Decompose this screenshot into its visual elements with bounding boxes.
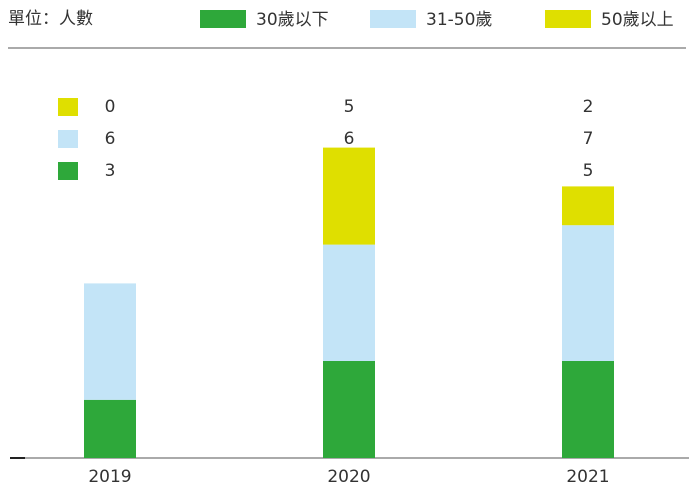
- legend-swatch: [200, 10, 246, 28]
- label-swatch: [58, 98, 78, 116]
- bar-segment: [562, 225, 614, 361]
- x-tick-label: 2020: [327, 467, 370, 487]
- legend-label: 30歲以下: [256, 10, 329, 30]
- legend-swatch: [370, 10, 416, 28]
- legend-swatch: [545, 10, 591, 28]
- data-label: 2: [583, 97, 594, 117]
- bar-segment: [84, 399, 136, 458]
- bar-segment: [84, 283, 136, 400]
- bar-segment: [323, 147, 375, 245]
- bar-segment: [562, 186, 614, 226]
- unit-label: 單位：人數: [8, 9, 93, 29]
- bar-segment: [323, 361, 375, 458]
- label-swatch: [58, 130, 78, 148]
- label-swatch: [58, 162, 78, 180]
- data-label: 3: [105, 161, 116, 181]
- bar-segment: [562, 361, 614, 458]
- data-label: 6: [344, 129, 355, 149]
- data-label: 5: [344, 97, 355, 117]
- data-label: 7: [583, 129, 594, 149]
- data-label: 6: [105, 129, 116, 149]
- legend-label: 31-50歲: [426, 10, 492, 30]
- legend-label: 50歲以上: [601, 10, 674, 30]
- x-tick-label: 2019: [88, 467, 131, 487]
- x-tick-label: 2021: [566, 467, 609, 487]
- bar-segment: [323, 244, 375, 361]
- data-label: 0: [105, 97, 116, 117]
- data-label: 5: [583, 161, 594, 181]
